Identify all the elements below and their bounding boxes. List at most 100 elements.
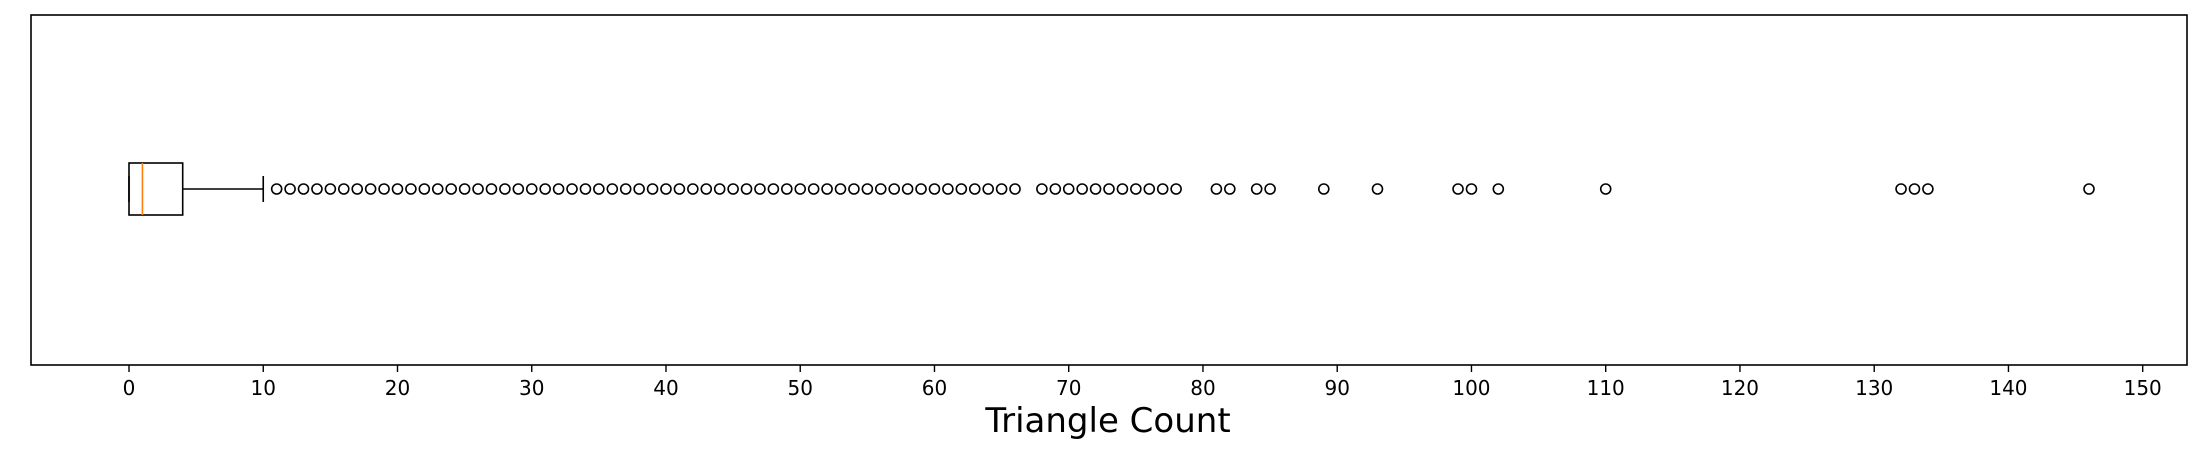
outlier-point xyxy=(995,183,1008,195)
x-axis-title: Triangle Count xyxy=(984,401,1230,441)
outlier-point xyxy=(1264,183,1276,195)
outlier-point xyxy=(700,183,713,195)
outliers-group xyxy=(270,183,2095,195)
x-tick-label: 150 xyxy=(2124,376,2162,400)
outlier-point xyxy=(445,183,457,195)
outlier-point xyxy=(1089,183,1102,195)
x-tick-label: 80 xyxy=(1190,376,1215,400)
outlier-point xyxy=(1062,183,1075,195)
outlier-point xyxy=(1130,183,1142,195)
outlier-point xyxy=(1210,183,1223,195)
outlier-point xyxy=(687,183,699,195)
outlier-point xyxy=(767,183,780,195)
x-tick-label: 10 xyxy=(251,376,276,400)
outlier-point xyxy=(284,183,296,195)
outlier-point xyxy=(660,183,672,195)
outlier-point xyxy=(1317,183,1330,195)
outlier-point xyxy=(499,183,511,195)
x-tick-label: 60 xyxy=(922,376,947,400)
outlier-point xyxy=(539,183,551,195)
x-tick-label: 90 xyxy=(1324,376,1349,400)
outlier-point xyxy=(633,183,645,195)
outlier-point xyxy=(1922,183,1934,195)
outlier-point xyxy=(391,183,404,195)
outlier-point xyxy=(337,183,350,195)
outlier-point xyxy=(1076,183,1088,195)
outlier-point xyxy=(1143,183,1156,195)
outlier-point xyxy=(942,183,954,195)
outlier-point xyxy=(740,183,753,195)
outlier-point xyxy=(848,183,860,195)
outlier-point xyxy=(1103,183,1115,195)
outlier-point xyxy=(351,183,364,195)
outlier-point xyxy=(593,183,605,195)
iqr-box xyxy=(128,162,184,216)
x-tick-label: 30 xyxy=(519,376,544,400)
outlier-point xyxy=(874,183,887,195)
outlier-point xyxy=(619,183,632,195)
outlier-point xyxy=(579,183,592,195)
outlier-point xyxy=(566,183,578,195)
x-axis-ticks: 0 10 20 30 40 50 60 70 80 90 100 110 120 130 140 150 xyxy=(123,365,2162,400)
x-tick-label: 0 xyxy=(123,376,136,400)
outlier-point xyxy=(781,183,793,195)
outlier-point xyxy=(1170,183,1182,195)
outlier-point xyxy=(1224,183,1236,195)
outlier-point xyxy=(364,183,377,195)
outlier-point xyxy=(525,183,538,195)
outlier-point xyxy=(834,183,847,195)
x-tick-label: 100 xyxy=(1452,376,1490,400)
outlier-point xyxy=(861,183,874,195)
outlier-point xyxy=(2083,183,2095,195)
x-tick-label: 110 xyxy=(1587,376,1625,400)
outlier-point xyxy=(606,183,619,195)
outlier-point xyxy=(1156,183,1169,195)
plot-frame xyxy=(30,14,2188,366)
outlier-point xyxy=(1049,183,1062,195)
outlier-point xyxy=(324,183,337,195)
outlier-point xyxy=(888,183,901,195)
outlier-point xyxy=(472,183,484,195)
x-tick-label: 130 xyxy=(1855,376,1893,400)
outlier-point xyxy=(1452,183,1464,195)
outlier-point xyxy=(270,183,283,195)
outlier-point xyxy=(1465,183,1478,195)
outlier-point xyxy=(1250,183,1263,195)
outlier-point xyxy=(405,183,417,195)
outlier-point xyxy=(431,183,444,195)
outlier-point xyxy=(1009,183,1021,195)
outlier-point xyxy=(982,183,994,195)
box-group xyxy=(128,162,265,216)
outlier-point xyxy=(378,183,390,195)
outlier-point xyxy=(928,183,941,195)
outlier-point xyxy=(311,183,323,195)
outlier-point xyxy=(713,183,726,195)
outlier-point xyxy=(418,183,431,195)
outlier-point xyxy=(458,183,471,195)
x-tick-label: 70 xyxy=(1056,376,1081,400)
x-tick-label: 120 xyxy=(1721,376,1759,400)
x-tick-label: 50 xyxy=(788,376,813,400)
outlier-point xyxy=(955,183,968,195)
outlier-point xyxy=(821,183,833,195)
outlier-point xyxy=(512,183,525,195)
outlier-point xyxy=(673,183,686,195)
outlier-point xyxy=(794,183,807,195)
outlier-point xyxy=(915,183,927,195)
x-tick-label: 40 xyxy=(653,376,678,400)
outlier-point xyxy=(552,183,565,195)
outlier-point xyxy=(968,183,981,195)
outlier-point xyxy=(901,183,914,195)
x-tick-label: 140 xyxy=(1989,376,2027,400)
outlier-point xyxy=(1036,183,1048,195)
outlier-point xyxy=(1371,183,1384,195)
outlier-point xyxy=(1895,183,1907,195)
outlier-point xyxy=(646,183,659,195)
outlier-point xyxy=(1599,183,1612,195)
outlier-point xyxy=(807,183,820,195)
outlier-point xyxy=(754,183,766,195)
outlier-point xyxy=(727,183,739,195)
outlier-point xyxy=(1116,183,1129,195)
outlier-point xyxy=(297,183,310,195)
